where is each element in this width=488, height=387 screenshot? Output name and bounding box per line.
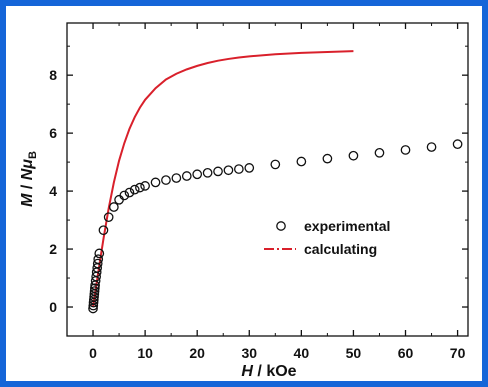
data-point-experimental	[124, 187, 135, 198]
data-point-experimental	[270, 159, 281, 170]
data-point-experimental	[94, 248, 105, 259]
y-axis-ticks: 0 2 4 6 8	[49, 45, 468, 337]
data-point-experimental	[135, 182, 145, 193]
data-point-experimental	[119, 190, 130, 201]
x-tick-label: 10	[137, 345, 153, 361]
legend-label-experimental: experimental	[304, 218, 390, 234]
data-point-experimental	[114, 194, 124, 205]
y-tick-label: 0	[49, 299, 57, 315]
data-point-experimental	[400, 145, 411, 155]
series-line-calculating	[92, 50, 354, 308]
data-point-experimental	[213, 166, 223, 177]
axes	[66, 22, 469, 337]
x-tick-label: 60	[398, 345, 414, 361]
y-tick-label: 4	[49, 183, 57, 199]
data-point-experimental	[296, 156, 307, 167]
x-tick-label: 0	[89, 345, 97, 361]
data-point-experimental	[140, 181, 150, 191]
x-tick-label: 50	[346, 345, 362, 361]
data-point-experimental	[109, 202, 119, 212]
plot-border	[66, 22, 469, 337]
data-point-experimental	[171, 173, 182, 183]
x-axis-ticks: 0 10 20 30 40 50 60 70	[89, 23, 466, 361]
data-point-experimental	[322, 153, 333, 164]
plot-area	[88, 50, 463, 314]
data-point-experimental	[89, 286, 100, 296]
y-tick-label: 2	[49, 241, 57, 257]
data-point-experimental	[181, 171, 192, 181]
data-point-experimental	[93, 254, 104, 265]
data-point-experimental	[348, 150, 359, 161]
y-tick-label: 6	[49, 125, 57, 141]
x-tick-label: 70	[450, 345, 466, 361]
y-tick-label: 8	[49, 67, 57, 83]
data-point-experimental	[244, 163, 255, 173]
legend-label-calculating: calculating	[304, 241, 377, 257]
legend-marker-experimental	[276, 221, 286, 231]
data-point-experimental	[161, 175, 171, 185]
data-point-experimental	[92, 258, 103, 269]
legend: experimental calculating	[264, 218, 390, 257]
data-point-experimental	[98, 225, 109, 236]
data-point-experimental	[90, 283, 100, 294]
x-tick-label: 40	[294, 345, 310, 361]
x-tick-label: 20	[189, 345, 205, 361]
data-point-experimental	[234, 164, 244, 174]
data-point-experimental	[129, 184, 140, 195]
data-point-experimental	[202, 167, 213, 178]
data-point-experimental	[150, 177, 161, 188]
data-point-experimental	[426, 142, 437, 152]
data-point-experimental	[103, 212, 114, 223]
x-axis-title: H / kOe	[241, 363, 296, 380]
y-axis-title: M / NμB	[19, 151, 39, 207]
data-point-experimental	[452, 139, 463, 149]
x-tick-label: 30	[241, 345, 257, 361]
data-point-experimental	[192, 169, 203, 180]
magnetization-chart: 0 10 20 30 40 50 60 70 0 2 4 6 8 H / kOe M / NμB ex…	[19, 22, 469, 380]
data-point-experimental	[223, 165, 234, 176]
data-point-experimental	[374, 147, 385, 158]
